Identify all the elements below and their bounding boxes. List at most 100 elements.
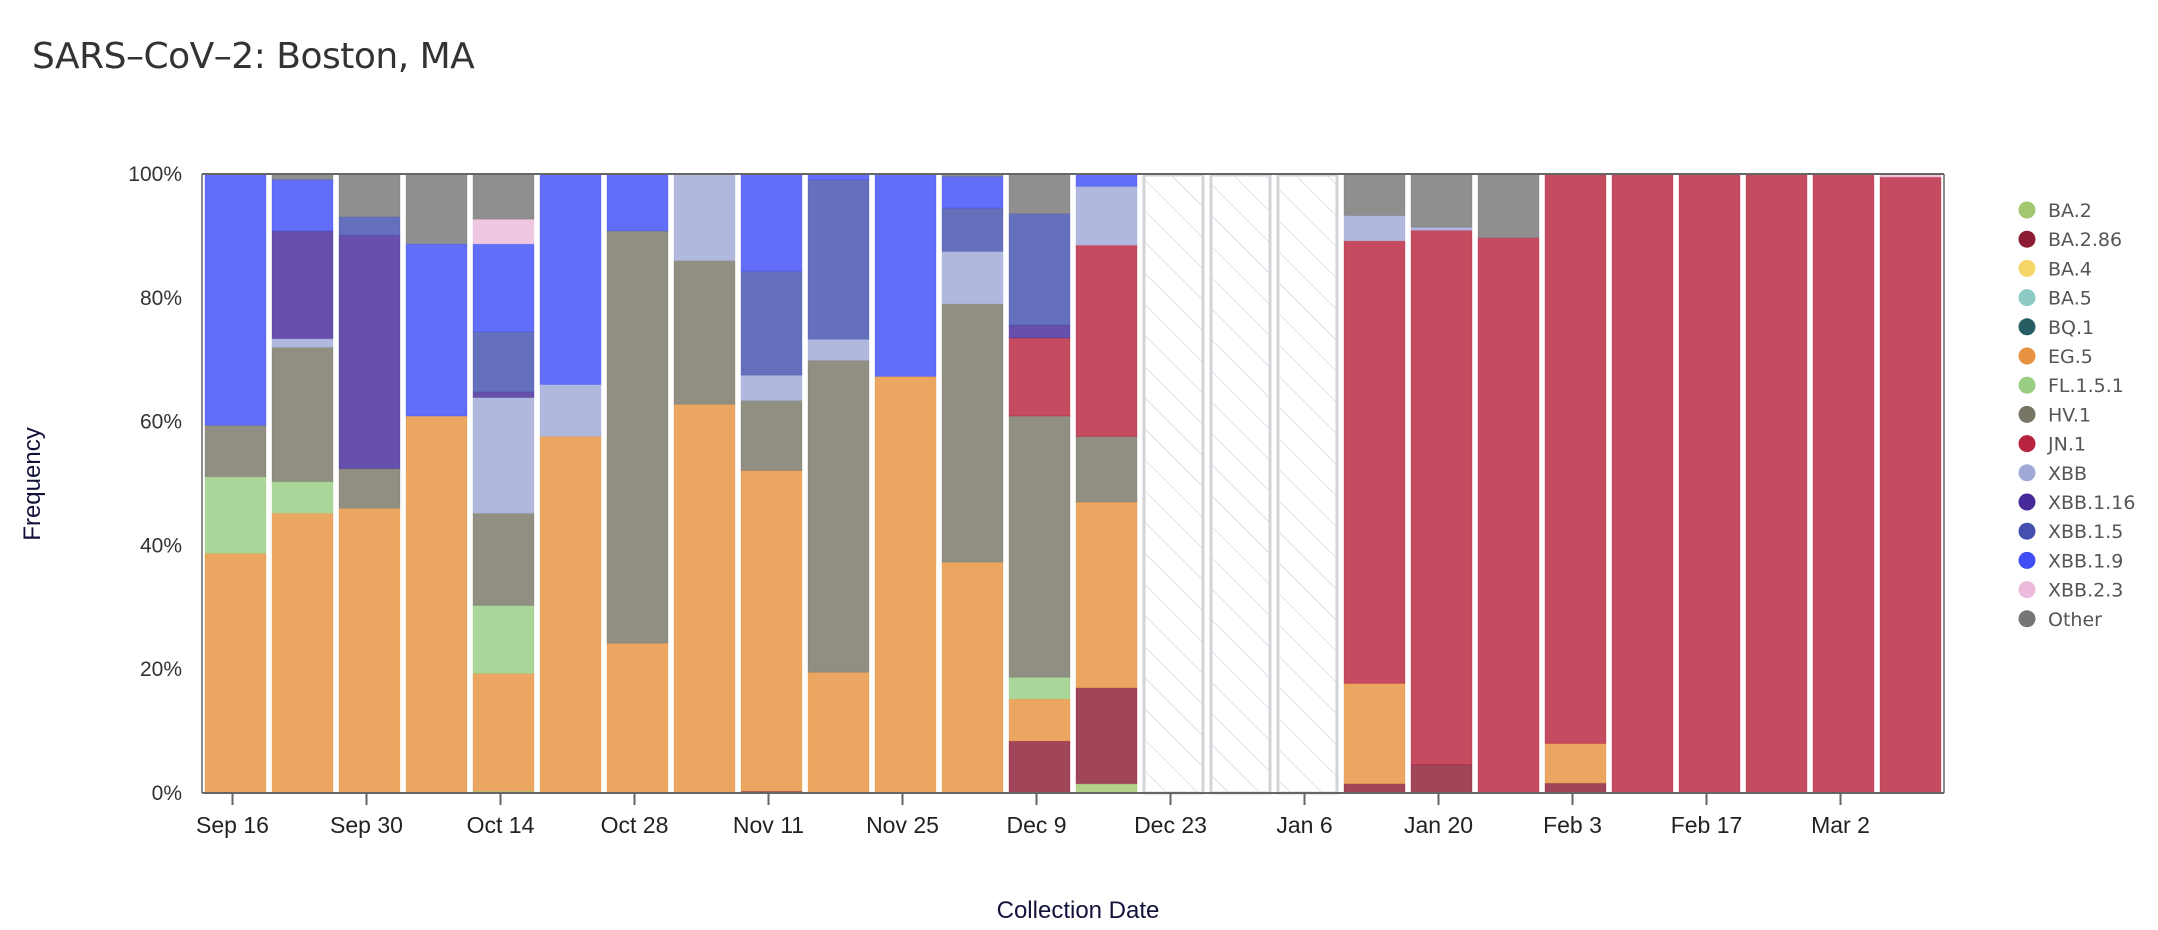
bar-segment-eg-5[interactable] <box>1075 501 1138 689</box>
bar-segment-hv-1[interactable] <box>807 359 870 673</box>
bar-segment-hv-1[interactable] <box>472 512 535 606</box>
bar-segment-other[interactable] <box>1410 173 1473 228</box>
bar-segment-xbb-1-9[interactable] <box>271 179 334 232</box>
bar-segment-xbb[interactable] <box>941 250 1004 305</box>
legend-item[interactable]: Other <box>2018 609 2103 631</box>
bar-segment-eg-5[interactable] <box>539 435 602 794</box>
bar-segment-eg-5[interactable] <box>338 507 401 794</box>
bar-segment-eg-5[interactable] <box>271 512 334 794</box>
bar-segment-xbb-1-9[interactable] <box>405 243 468 417</box>
bar-segment-xbb-1-9[interactable] <box>539 173 602 385</box>
bar-segment-jn-1[interactable] <box>1678 173 1741 794</box>
bar-segment-hv-1[interactable] <box>740 400 803 472</box>
bar-segment-jn-1[interactable] <box>1611 173 1674 794</box>
legend-item[interactable]: JN.1 <box>2018 434 2086 456</box>
bar-segment-eg-5[interactable] <box>1008 698 1071 742</box>
bar-segment-xbb[interactable] <box>807 338 870 361</box>
bar-segment-xbb-1-16[interactable] <box>1008 324 1071 339</box>
bar-segment-hv-1[interactable] <box>1008 415 1071 678</box>
bar-segment-eg-5[interactable] <box>807 671 870 794</box>
bar-segment-eg-5[interactable] <box>472 673 535 792</box>
bar-segment-other[interactable] <box>1008 173 1071 215</box>
bar-segment-xbb-1-16[interactable] <box>472 391 535 398</box>
legend-item[interactable]: XBB.2.3 <box>2018 580 2124 602</box>
bar-segment-xbb-1-9[interactable] <box>606 173 669 232</box>
bar-segment-ba-2[interactable] <box>1075 783 1138 794</box>
bar-segment-xbb-1-9[interactable] <box>472 243 535 333</box>
bar-segment-ba-2-86[interactable] <box>1008 740 1071 794</box>
bar-segment-fl-1-5-1[interactable] <box>1008 676 1071 700</box>
bar-segment-other[interactable] <box>1343 173 1406 216</box>
bar-segment-jn-1[interactable] <box>1343 240 1406 684</box>
legend-item[interactable]: XBB.1.5 <box>2018 521 2124 543</box>
bar-segment-other[interactable] <box>338 173 401 218</box>
legend-item[interactable]: HV.1 <box>2018 404 2091 426</box>
bar-segment-xbb[interactable] <box>1075 185 1138 246</box>
bar-segment-other[interactable] <box>472 173 535 220</box>
legend-item[interactable]: BA.2.86 <box>2018 229 2123 251</box>
bar-segment-fl-1-5-1[interactable] <box>472 604 535 675</box>
bar-segment-fl-1-5-1[interactable] <box>271 481 334 514</box>
bar-segment-xbb-1-5[interactable] <box>807 179 870 340</box>
bar-segment-hv-1[interactable] <box>1075 435 1138 503</box>
bar-segment-xbb-1-5[interactable] <box>338 216 401 236</box>
bar-segment-xbb-1-9[interactable] <box>1075 173 1138 187</box>
bar-segment-xbb-1-5[interactable] <box>1008 213 1071 326</box>
bar-segment-eg-5[interactable] <box>606 642 669 794</box>
bar-segment-eg-5[interactable] <box>673 403 736 794</box>
bar-segment-xbb-1-5[interactable] <box>472 331 535 393</box>
bar-segment-other[interactable] <box>405 173 468 245</box>
bar-segment-jn-1[interactable] <box>1812 173 1875 794</box>
bar-segment-xbb-1-16[interactable] <box>338 234 401 470</box>
bar-segment-fl-1-5-1[interactable] <box>204 476 267 554</box>
bar-segment-xbb-1-9[interactable] <box>740 173 803 272</box>
legend-item[interactable]: FL.1.5.1 <box>2018 375 2124 397</box>
bar-segment-ba-2-86[interactable] <box>1544 782 1607 794</box>
bar-segment-jn-1[interactable] <box>1879 176 1942 794</box>
bar-segment-eg-5[interactable] <box>874 375 937 794</box>
bar-segment-hv-1[interactable] <box>271 346 334 483</box>
bar-segment-ba-2-86[interactable] <box>1075 687 1138 785</box>
bar-segment-hv-1[interactable] <box>673 260 736 405</box>
legend-item[interactable]: EG.5 <box>2018 346 2093 368</box>
bar-segment-xbb[interactable] <box>539 383 602 437</box>
bar-segment-xbb-1-16[interactable] <box>271 230 334 340</box>
bar-segment-eg-5[interactable] <box>1343 682 1406 785</box>
bar-segment-xbb-1-9[interactable] <box>204 173 267 426</box>
bar-segment-xbb[interactable] <box>271 338 334 348</box>
bar-segment-xbb-1-5[interactable] <box>740 270 803 376</box>
bar-segment-jn-1[interactable] <box>1745 173 1808 794</box>
bar-segment-other[interactable] <box>1477 173 1540 239</box>
bar-segment-jn-1[interactable] <box>1075 244 1138 437</box>
bar-segment-hv-1[interactable] <box>606 230 669 644</box>
bar-segment-xbb[interactable] <box>1343 214 1406 242</box>
bar-segment-eg-5[interactable] <box>204 552 267 794</box>
legend-item[interactable]: XBB.1.9 <box>2018 550 2124 572</box>
legend-item[interactable]: BA.4 <box>2018 258 2092 280</box>
bar-segment-hv-1[interactable] <box>338 468 401 509</box>
bar-segment-hv-1[interactable] <box>204 424 267 478</box>
legend-item[interactable]: XBB.1.16 <box>2018 492 2136 514</box>
bar-segment-xbb-1-5[interactable] <box>941 207 1004 252</box>
bar-segment-xbb-1-9[interactable] <box>941 175 1004 209</box>
bar-segment-xbb-2-3[interactable] <box>472 218 535 245</box>
legend-item[interactable]: BA.2 <box>2018 200 2092 222</box>
bar-segment-xbb[interactable] <box>673 173 736 262</box>
legend-item[interactable]: BA.5 <box>2018 288 2092 310</box>
legend-item[interactable]: XBB <box>2018 463 2088 485</box>
bar-segment-eg-5[interactable] <box>405 415 468 794</box>
bar-segment-ba-2-86[interactable] <box>1410 764 1473 794</box>
bar-segment-eg-5[interactable] <box>1544 742 1607 784</box>
bar-segment-xbb[interactable] <box>740 374 803 402</box>
bar-segment-jn-1[interactable] <box>1477 237 1540 794</box>
bar-segment-eg-5[interactable] <box>941 561 1004 794</box>
bar-segment-eg-5[interactable] <box>740 470 803 792</box>
legend-item[interactable]: BQ.1 <box>2018 317 2095 339</box>
bar-segment-ba-2-86[interactable] <box>1343 783 1406 794</box>
bar-segment-xbb-1-9[interactable] <box>874 173 937 377</box>
bar-segment-jn-1[interactable] <box>1008 337 1071 417</box>
bar-segment-jn-1[interactable] <box>1410 229 1473 766</box>
bar-segment-hv-1[interactable] <box>941 303 1004 563</box>
bar-segment-jn-1[interactable] <box>1544 173 1607 744</box>
bar-segment-xbb[interactable] <box>472 396 535 514</box>
